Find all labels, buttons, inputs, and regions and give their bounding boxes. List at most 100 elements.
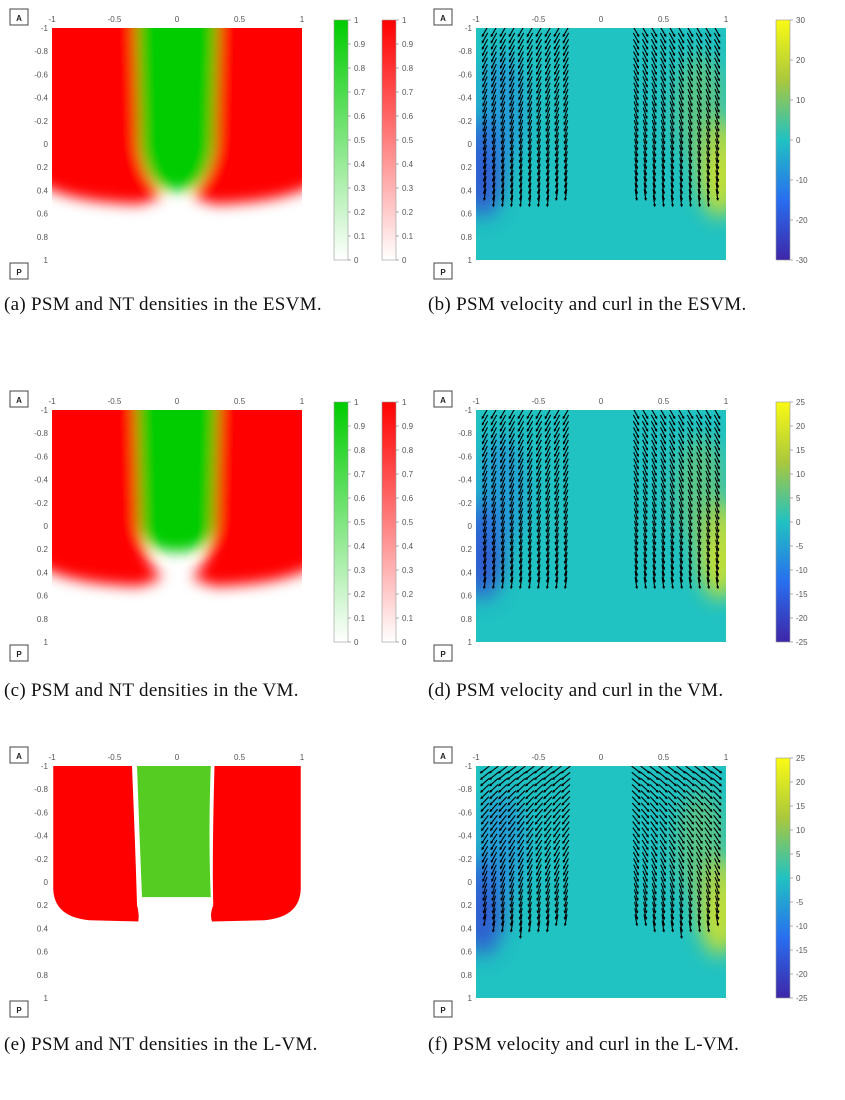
velocity-arrow [536,163,541,176]
velocity-arrow [660,113,666,126]
velocity-arrow [491,477,497,489]
velocity-arrow [633,107,639,120]
velocity-arrow [534,777,544,787]
velocity-arrow [489,777,499,787]
velocity-arrow [490,414,498,426]
velocity-arrow [536,138,541,151]
velocity-arrow [491,545,496,558]
velocity-arrow [651,70,657,82]
velocity-arrow [679,533,684,546]
velocity-arrow [480,808,490,819]
velocity-arrow [553,852,561,864]
colorbar-tick-label: 25 [796,754,805,763]
velocity-arrow [509,76,515,88]
velocity-arrow [517,839,525,851]
velocity-arrow [552,777,562,787]
velocity-arrow [688,533,693,546]
velocity-arrow [632,32,640,44]
velocity-arrow [685,771,696,780]
velocity-arrow [660,889,666,902]
velocity-arrow [545,502,551,514]
velocity-arrow [714,51,721,63]
velocity-arrow [516,814,525,825]
velocity-arrow [509,145,514,157]
velocity-arrow [491,895,497,908]
velocity-arrow [482,163,487,176]
colorbar-tick-label: 0.1 [354,614,366,623]
velocity-arrow [633,88,639,101]
velocity-arrow [696,458,702,470]
velocity-arrow [685,796,695,806]
velocity-arrow [553,833,561,844]
velocity-arrow [642,470,648,483]
velocity-arrow [669,464,675,476]
velocity-arrow [527,520,533,533]
velocity-arrow [634,533,639,546]
velocity-arrow [667,766,678,774]
velocity-arrow [518,113,524,126]
x-tick-label: -1 [472,753,480,762]
velocity-arrow [660,28,667,38]
density-field [53,766,301,922]
velocity-arrow [696,132,702,145]
y-tick-label: 0.4 [37,568,49,577]
velocity-arrow [706,558,711,571]
velocity-arrow [563,502,569,514]
velocity-arrow [517,414,525,426]
velocity-arrow [696,483,702,495]
velocity-arrow [634,914,639,927]
colorbar-tick-label: 1 [354,16,359,25]
velocity-arrow [500,145,505,157]
velocity-arrow [554,489,560,502]
velocity-arrow [536,477,542,489]
velocity-arrow [651,495,657,508]
velocity-arrow [500,908,505,921]
velocity-arrow [696,427,703,439]
colorbar-tick-label: 30 [796,16,805,25]
velocity-arrow [704,821,713,832]
velocity-arrow [497,766,508,774]
velocity-arrow [544,833,552,844]
velocity-arrow [536,82,542,94]
velocity-arrow [500,477,506,489]
velocity-arrow [688,558,693,571]
colorbar-tick-label: 0.9 [354,40,366,49]
velocity-arrow [535,51,542,63]
velocity-arrow [563,107,569,120]
velocity-arrow [687,514,693,527]
velocity-arrow [642,895,648,908]
velocity-arrow [669,107,675,120]
velocity-arrow [500,483,506,495]
velocity-arrow [562,833,570,844]
velocity-arrow [482,477,488,489]
velocity-arrow [714,870,720,883]
svg-text:P: P [16,1006,22,1015]
velocity-arrow [696,883,702,895]
velocity-arrow [508,433,515,445]
velocity-arrow [554,458,560,470]
velocity-arrow [526,51,533,63]
velocity-arrow [544,845,552,857]
velocity-arrow [634,558,639,571]
velocity-arrow [500,495,506,508]
velocity-arrow [481,420,489,432]
velocity-arrows [479,766,723,939]
velocity-arrow [688,157,693,170]
velocity-arrow [482,883,488,895]
velocity-arrow [500,458,506,470]
velocity-arrow [534,784,544,793]
velocity-arrow [696,452,702,464]
velocity-arrow [667,790,677,800]
velocity-arrow [697,527,702,539]
velocity-arrow [535,45,542,57]
nt-colorbar: 10.90.80.70.60.50.40.30.20.10 [333,398,366,647]
velocity-arrow [633,876,639,889]
velocity-arrow [507,796,517,806]
velocity-arrow [660,427,667,439]
velocity-arrow [669,101,675,113]
velocity-arrow [714,452,720,464]
velocity-arrow [482,464,488,476]
velocity-arrow [553,827,561,838]
velocity-arrow [670,138,675,151]
